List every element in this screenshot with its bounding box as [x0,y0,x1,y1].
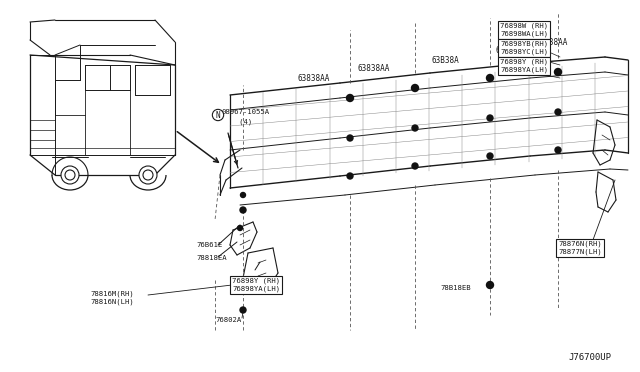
Circle shape [486,282,493,289]
Circle shape [240,207,246,213]
Text: 76898YB(RH)
76898YC(LH): 76898YB(RH) 76898YC(LH) [500,41,548,55]
Circle shape [555,109,561,115]
Text: J76700UP: J76700UP [568,353,611,362]
Circle shape [346,94,353,102]
Text: 78818EA: 78818EA [196,255,227,261]
Text: 76898Y (RH)
76898YA(LH): 76898Y (RH) 76898YA(LH) [232,278,280,292]
Text: 63838AA: 63838AA [536,38,568,46]
Circle shape [487,115,493,121]
Circle shape [240,307,246,313]
Text: 63B38A: 63B38A [432,55,460,64]
Text: (4): (4) [226,119,252,125]
Circle shape [486,74,493,81]
Circle shape [61,166,79,184]
Circle shape [412,163,418,169]
Circle shape [412,125,418,131]
Circle shape [139,166,157,184]
Text: N: N [216,110,220,119]
Circle shape [347,135,353,141]
Circle shape [347,173,353,179]
Text: 76898W (RH)
76898WA(LH): 76898W (RH) 76898WA(LH) [500,23,548,37]
Text: 76B61E: 76B61E [196,242,222,248]
Text: 78876N(RH)
78877N(LH): 78876N(RH) 78877N(LH) [558,241,602,255]
Text: 78B18EB: 78B18EB [440,285,470,291]
Text: 76898Y (RH)
76898YA(LH): 76898Y (RH) 76898YA(LH) [500,59,548,73]
Circle shape [555,147,561,153]
Text: 76802A: 76802A [215,317,241,323]
Text: 63838AA: 63838AA [298,74,330,83]
Circle shape [143,170,153,180]
Circle shape [412,84,419,92]
Circle shape [65,170,75,180]
Text: 63838AA: 63838AA [496,45,529,55]
Circle shape [554,68,561,76]
Text: 78816M(RH)
78816N(LH): 78816M(RH) 78816N(LH) [90,291,134,305]
Circle shape [237,225,243,231]
Circle shape [487,153,493,159]
Text: 63838AA: 63838AA [358,64,390,73]
Text: 08967-1055A: 08967-1055A [222,109,270,115]
Circle shape [241,192,246,198]
